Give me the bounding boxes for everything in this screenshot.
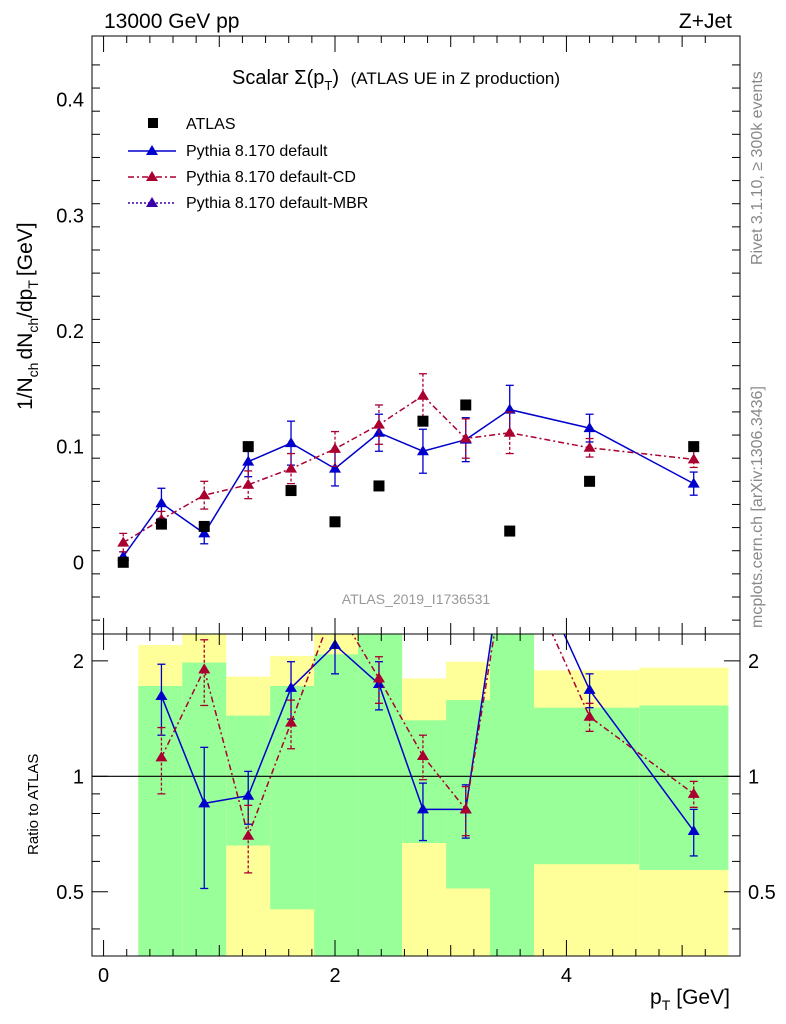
mc-line-1 [122,394,694,544]
mc-point-1-5 [329,442,341,453]
atlas-point-7 [417,415,429,427]
ratio-point-0-6 [416,803,429,814]
x-tick-label: 2 [329,965,340,987]
y-tick-label-ratio-left: 0.5 [56,882,84,904]
atlas-point-6 [373,480,385,492]
y-axis-label-ratio: Ratio to ATLAS [25,754,42,855]
mc-point-1-0 [117,536,130,547]
ratio-point-0-8 [504,509,516,519]
ratio-point-0-1 [198,797,211,808]
ratio-band-green-6 [402,720,447,844]
mc-point-0-3 [242,455,255,466]
legend-label-cd: Pythia 8.170 default-CD [186,169,356,186]
atlas-point-9 [504,525,516,537]
legend-marker-default [146,145,158,155]
ratio-point-1-3 [285,716,298,727]
mc-point-0-4 [285,437,298,448]
y-tick-label-main: 0.4 [56,90,84,112]
ratio-point-0-2 [242,789,255,800]
x-tick-label: 0 [98,965,109,987]
y-tick-label-main: 0.2 [56,321,84,343]
ratio-point-1-5 [372,672,385,683]
ratio-band-green-0 [138,685,183,956]
atlas-point-10 [584,475,596,487]
atlas-point-8 [460,399,472,411]
atlas-point-11 [688,441,700,453]
mc-point-1-11 [687,453,700,464]
mc-point-0-7 [416,445,429,456]
ratio-point-1-6 [416,749,429,760]
y-tick-label-ratio-right: 2 [748,651,759,673]
mc-point-0-11 [687,477,700,488]
plot-title: Scalar Σ(pT) (ATLAS UE in Z production) [232,67,560,93]
legend-marker-mbr [146,197,158,207]
x-axis-label: pT [GeV] [650,986,730,1013]
y-tick-label-ratio-right: 0.5 [748,882,776,904]
mc-point-1-4 [285,462,298,473]
header-energy-label: 13000 GeV pp [104,10,239,33]
legend-label-mbr: Pythia 8.170 default-MBR [186,195,368,212]
mc-point-0-1 [155,497,168,508]
ratio-band-green-10 [639,705,729,870]
ratio-point-0-3 [285,681,298,692]
atlas-point-3 [242,441,254,453]
ratio-point-1-7 [459,803,472,814]
legend: ATLAS Pythia 8.170 default Pythia 8.170 … [128,116,368,212]
ratio-point-1-1 [198,663,211,674]
ratio-point-1-9 [583,710,596,721]
analysis-label: ATLAS_2019_I1736531 [342,591,491,607]
ratio-plot-marks [92,509,740,890]
legend-marker-atlas [148,118,158,128]
y-tick-label-main: 0 [73,552,84,574]
mc-point-0-9 [503,403,516,414]
ratio-point-0-9 [583,683,596,694]
mc-point-1-3 [242,478,255,489]
legend-marker-cd [146,171,158,181]
y-tick-label-ratio-left: 2 [73,651,84,673]
mc-point-0-10 [583,422,596,433]
ratio-point-0-10 [687,825,700,836]
atlas-point-4 [285,485,297,497]
ratio-point-1-0 [155,751,168,762]
main-plot-marks [117,373,700,568]
mc-line-0 [122,408,695,557]
ratio-point-0-0 [155,689,168,700]
mc-point-1-6 [372,418,385,429]
mc-point-1-2 [198,489,211,500]
mc-point-0-5 [329,462,341,473]
mc-point-1-9 [503,426,516,437]
mc-point-1-7 [416,389,429,400]
ratio-point-1-4 [329,599,341,609]
mc-point-0-2 [198,527,211,538]
mc-point-1-10 [583,441,596,452]
ratio-point-1-10 [687,787,700,798]
x-tick-label: 4 [561,965,572,987]
header-process-label: Z+Jet [679,10,732,33]
y-axis-label-main: 1/NchdNch/dpT[GeV] [14,222,41,410]
mcplots-source-label: mcplots.cern.ch [arXiv:1306.3436] [749,386,766,628]
atlas-point-1 [155,518,167,530]
legend-label-default: Pythia 8.170 default [186,143,328,160]
y-tick-label-main: 0.1 [56,437,84,459]
ratio-band-green-4 [314,654,359,956]
mc-point-1-8 [459,432,472,443]
legend-label-atlas: ATLAS [186,116,236,133]
rivet-version-label: Rivet 3.1.10, ≥ 300k events [749,71,766,265]
y-tick-label-ratio-right: 1 [748,766,759,788]
y-tick-label-main: 0.3 [56,205,84,227]
ratio-uncertainty-bands [138,634,729,956]
axis-ticks: 0 2 4 0 0.1 0.2 0.3 0.4 0.5 0.5 1 1 2 2 [56,36,776,987]
ratio-band-green-8 [490,634,535,956]
atlas-point-0 [117,556,129,568]
ratio-plot-frame [91,633,741,957]
atlas-point-5 [329,516,341,528]
ratio-point-1-2 [242,829,255,840]
y-tick-label-ratio-left: 1 [73,766,84,788]
atlas-point-2 [198,520,210,532]
